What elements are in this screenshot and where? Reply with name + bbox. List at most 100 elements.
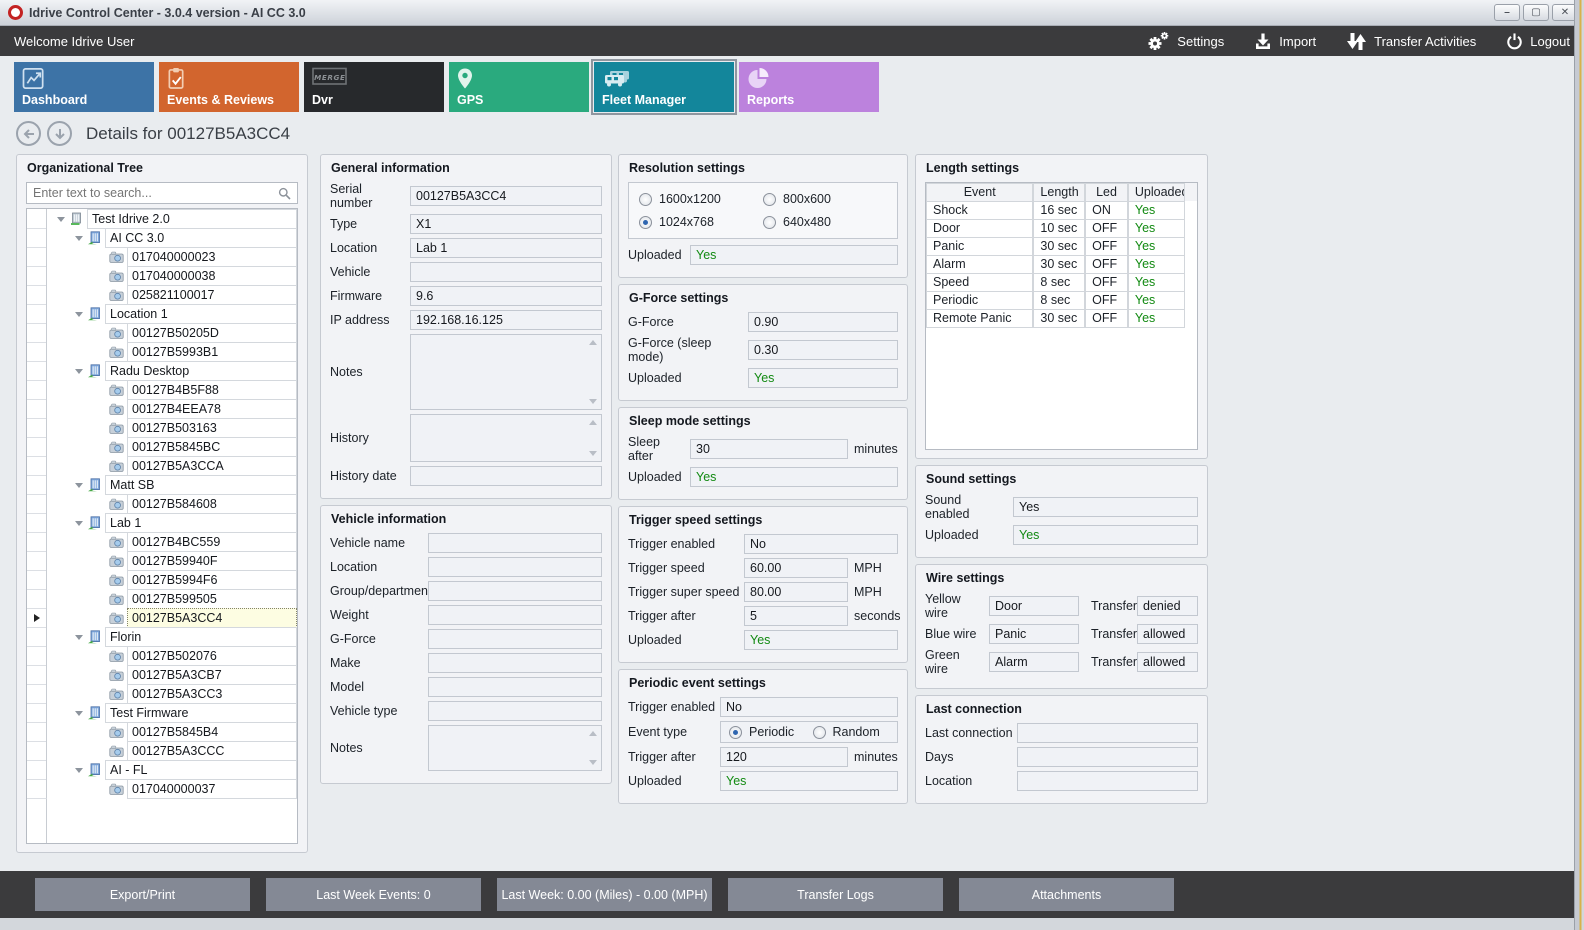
settings-button[interactable]: Settings: [1146, 31, 1224, 51]
location-input[interactable]: [428, 557, 602, 577]
table-row-alarm[interactable]: Alarm 30 sec OFF Yes: [926, 255, 1197, 274]
scroll-down-button[interactable]: [47, 121, 72, 146]
expand-arrow-icon[interactable]: [75, 304, 87, 324]
tree-node-label[interactable]: 00127B5994F6: [127, 570, 297, 590]
attachments-button[interactable]: Attachments: [959, 878, 1174, 911]
tab-fleet-manager[interactable]: Fleet Manager: [591, 59, 737, 115]
tree-node-label[interactable]: 017040000037: [127, 779, 297, 799]
tree-node-test-idrive-2-0[interactable]: Test Idrive 2.0: [27, 209, 297, 229]
tree-node-label[interactable]: Test Firmware: [105, 703, 297, 723]
tree-node-00127b5a3ccc[interactable]: 00127B5A3CCC: [27, 741, 297, 761]
trigger-enabled-input[interactable]: No: [744, 534, 898, 554]
tree-node-00127b584608[interactable]: 00127B584608: [27, 494, 297, 514]
serial-number-input[interactable]: 00127B5A3CC4: [410, 186, 602, 206]
radio-button-icon[interactable]: [639, 192, 652, 206]
tree-node-label[interactable]: Test Idrive 2.0: [87, 209, 297, 229]
expand-arrow-icon[interactable]: [75, 627, 87, 647]
tree-node-label[interactable]: Location 1: [105, 304, 297, 324]
back-button[interactable]: [16, 121, 41, 146]
sound-enabled-input[interactable]: Yes: [1013, 497, 1198, 517]
tree-node-label[interactable]: 00127B599505: [127, 589, 297, 609]
radio-button-icon[interactable]: [763, 192, 776, 206]
yellow-wire-event-input[interactable]: Door: [989, 596, 1079, 616]
tree-node-label[interactable]: 00127B4B5F88: [127, 380, 297, 400]
tree-node-label[interactable]: Matt SB: [105, 475, 297, 495]
vehicle-name-input[interactable]: [428, 533, 602, 553]
tree-node-label[interactable]: 00127B5A3CC4: [127, 608, 297, 628]
tree-node-label[interactable]: 00127B5A3CB7: [127, 665, 297, 685]
tree-node-00127b599505[interactable]: 00127B599505: [27, 589, 297, 609]
tree-node-label[interactable]: 00127B4BC559: [127, 532, 297, 552]
tree-node-label[interactable]: 017040000038: [127, 266, 297, 286]
trigger-after-input[interactable]: 5: [744, 606, 848, 626]
tree-node-00127b59940f[interactable]: 00127B59940F: [27, 551, 297, 571]
tree-node-label[interactable]: Florin: [105, 627, 297, 647]
expand-arrow-icon[interactable]: [75, 475, 87, 495]
blue-wire-transfer-input[interactable]: allowed: [1137, 624, 1198, 644]
tree-node-00127b4bc559[interactable]: 00127B4BC559: [27, 532, 297, 552]
tab-events-reviews[interactable]: Events & Reviews: [159, 62, 299, 112]
tree-node-017040000023[interactable]: 017040000023: [27, 247, 297, 267]
transfer-logs-button[interactable]: Transfer Logs: [728, 878, 943, 911]
tab-gps[interactable]: GPS: [449, 62, 589, 112]
tree-node-label[interactable]: 00127B59940F: [127, 551, 297, 571]
logout-button[interactable]: Logout: [1506, 32, 1570, 50]
table-row-periodic[interactable]: Periodic 8 sec OFF Yes: [926, 291, 1197, 310]
history-date-input[interactable]: [410, 466, 602, 486]
tree-node-label[interactable]: 00127B5993B1: [127, 342, 297, 362]
expand-arrow-icon[interactable]: [75, 361, 87, 381]
green-wire-event-input[interactable]: Alarm: [989, 652, 1079, 672]
tab-dvr[interactable]: MERGE Dvr: [304, 62, 444, 112]
tree-node-label[interactable]: Lab 1: [105, 513, 297, 533]
tree-node-00127b502076[interactable]: 00127B502076: [27, 646, 297, 666]
tree-node-ai-cc-3-0[interactable]: AI CC 3.0: [27, 228, 297, 248]
tree-node-00127b5845bc[interactable]: 00127B5845BC: [27, 437, 297, 457]
trigger-after-input[interactable]: 120: [720, 747, 848, 767]
notes-input[interactable]: [410, 334, 602, 410]
tree-node-00127b5993b1[interactable]: 00127B5993B1: [27, 342, 297, 362]
tree-node-florin[interactable]: Florin: [27, 627, 297, 647]
radio-800x600[interactable]: 800x600: [763, 192, 887, 206]
radio-periodic[interactable]: Periodic: [729, 725, 806, 739]
uploaded-input[interactable]: Yes: [690, 245, 898, 265]
tree-node-label[interactable]: Radu Desktop: [105, 361, 297, 381]
g-force-input[interactable]: [428, 629, 602, 649]
tree-node-label[interactable]: 00127B502076: [127, 646, 297, 666]
tree-node-00127b5a3cca[interactable]: 00127B5A3CCA: [27, 456, 297, 476]
table-row-panic[interactable]: Panic 30 sec OFF Yes: [926, 237, 1197, 256]
import-button[interactable]: Import: [1254, 32, 1316, 51]
radio-640x480[interactable]: 640x480: [763, 215, 887, 229]
history-input[interactable]: [410, 414, 602, 462]
type-input[interactable]: X1: [410, 214, 602, 234]
firmware-input[interactable]: 9.6: [410, 286, 602, 306]
radio-1024x768[interactable]: 1024x768: [639, 215, 763, 229]
g-force-sleep-mode-input[interactable]: 0.30: [748, 340, 898, 360]
minimize-button[interactable]: –: [1494, 4, 1520, 21]
tree-node-label[interactable]: 00127B50205D: [127, 323, 297, 343]
trigger-super-speed-input[interactable]: 80.00: [744, 582, 848, 602]
group-department-input[interactable]: [428, 581, 602, 601]
close-button[interactable]: ✕: [1552, 4, 1578, 21]
tree-node-lab-1[interactable]: Lab 1: [27, 513, 297, 533]
last-week-0-00-miles-0-00-mph-button[interactable]: Last Week: 0.00 (Miles) - 0.00 (MPH): [497, 878, 712, 911]
tree-node-00127b5a3cb7[interactable]: 00127B5A3CB7: [27, 665, 297, 685]
tree-node-location-1[interactable]: Location 1: [27, 304, 297, 324]
tree-node-label[interactable]: 00127B5845B4: [127, 722, 297, 742]
tree-node-025821100017[interactable]: 025821100017: [27, 285, 297, 305]
green-wire-transfer-input[interactable]: allowed: [1137, 652, 1198, 672]
radio-button-icon[interactable]: [812, 725, 826, 739]
tree-node-matt-sb[interactable]: Matt SB: [27, 475, 297, 495]
days-input[interactable]: [1017, 747, 1198, 767]
table-row-remote-panic[interactable]: Remote Panic 30 sec OFF Yes: [926, 309, 1197, 328]
tree-node-test-firmware[interactable]: Test Firmware: [27, 703, 297, 723]
yellow-wire-transfer-input[interactable]: denied: [1137, 596, 1198, 616]
export-print-button[interactable]: Export/Print: [35, 878, 250, 911]
uploaded-input[interactable]: Yes: [690, 467, 898, 487]
expand-arrow-icon[interactable]: [75, 513, 87, 533]
tree-search-input[interactable]: [33, 186, 278, 200]
uploaded-input[interactable]: Yes: [720, 771, 898, 791]
radio-random[interactable]: Random: [812, 725, 890, 739]
tree-node-label[interactable]: 00127B584608: [127, 494, 297, 514]
trigger-speed-input[interactable]: 60.00: [744, 558, 848, 578]
expand-arrow-icon[interactable]: [75, 228, 87, 248]
